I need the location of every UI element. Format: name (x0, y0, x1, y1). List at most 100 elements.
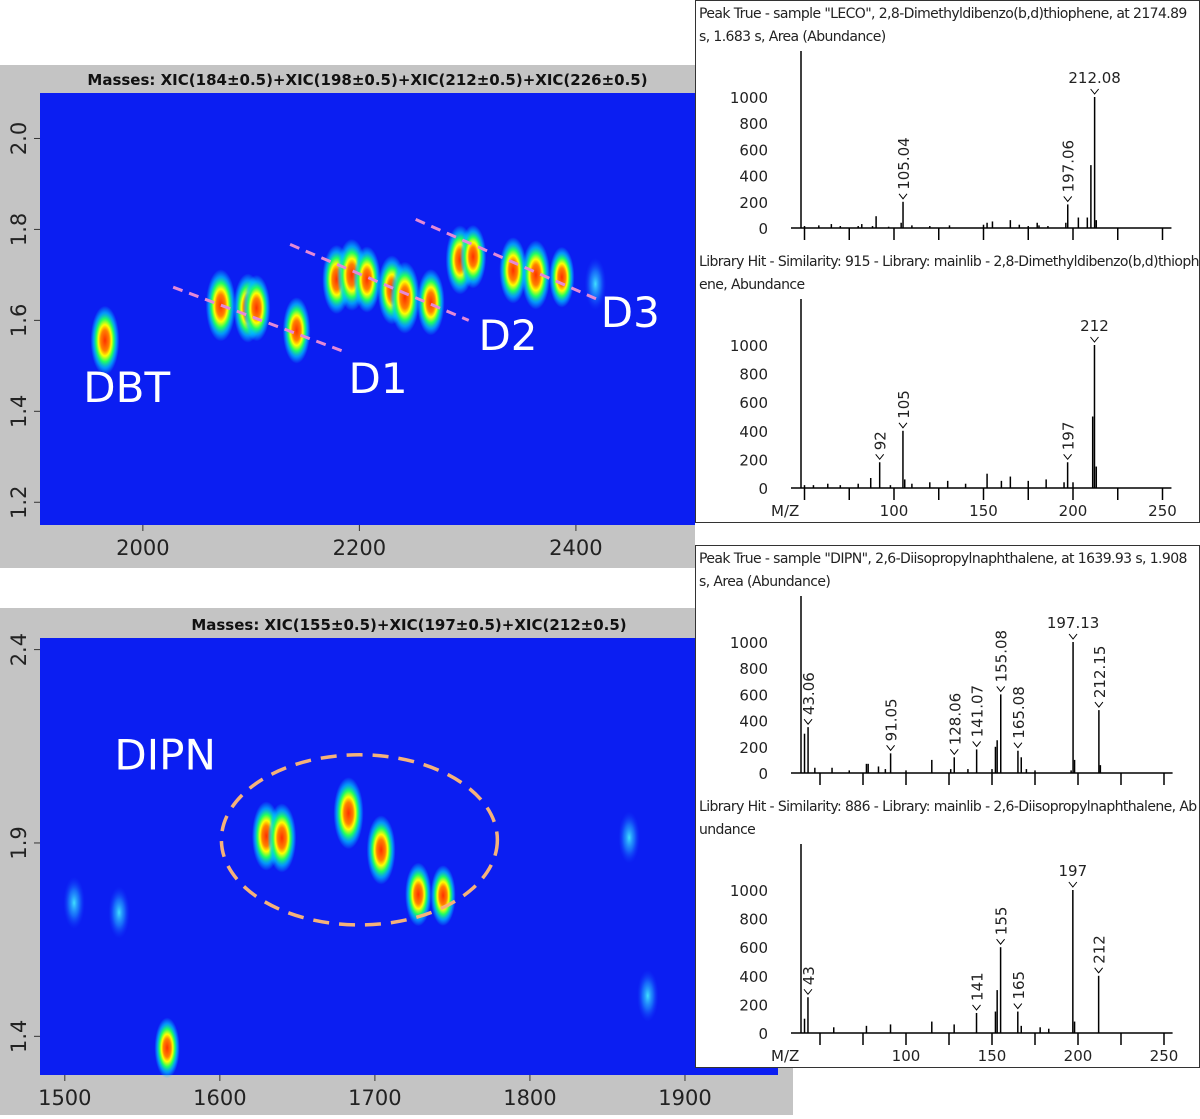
peak-blob (108, 886, 130, 939)
y-tick-label: 200 (739, 451, 768, 469)
annotation-label: DIPN (114, 730, 215, 779)
peak-label: 155.08 (993, 630, 1011, 683)
y-tick-label: 400 (739, 168, 768, 186)
peak-marker (996, 938, 1005, 946)
x-tick-label: 150 (969, 502, 998, 520)
peak-blob (205, 269, 236, 342)
y-tick-label: 1000 (730, 89, 768, 107)
peak-blob (242, 274, 271, 342)
x-tick-label: 1600 (193, 1086, 246, 1110)
x-tick-label: 1700 (348, 1086, 401, 1110)
peak-marker (803, 718, 813, 725)
y-tick-label: 200 (739, 739, 768, 757)
peak-marker (1094, 701, 1104, 708)
highlight-ellipse (219, 753, 500, 927)
peak-label: 141.07 (969, 685, 987, 738)
annotation-label: D1 (349, 354, 408, 403)
peak-label: 43.06 (800, 672, 818, 715)
peak-blob (389, 261, 420, 334)
spectrum-box-dipn: Peak True - sample "DIPN", 2,6-Diisoprop… (695, 545, 1200, 1068)
peak-blob (636, 969, 659, 1022)
peak-marker (1068, 633, 1078, 640)
library-spectrum-title: Library Hit - Similarity: 886 - Library:… (699, 799, 1197, 838)
peak-marker (898, 193, 908, 200)
peak-label: 197 (1059, 862, 1088, 880)
peak-label: 43 (800, 966, 818, 985)
peak-blob (267, 803, 297, 873)
library-spectrum-title: Library Hit - Similarity: 915 - Library:… (699, 254, 1200, 293)
y-tick-label: 1000 (730, 337, 768, 355)
y-tick-label: 400 (739, 713, 768, 731)
peak-blob (417, 268, 445, 336)
y-tick-label: 1.9 (7, 826, 31, 859)
x-tick-label: 2200 (333, 536, 386, 560)
peak-label: 91.05 (883, 698, 901, 741)
heatmap-chart-dipn: Masses: XIC(155±0.5)+XIC(197±0.5)+XIC(21… (7, 616, 778, 1110)
y-tick-label: 400 (739, 968, 768, 986)
peak-label: 105 (895, 390, 913, 419)
y-tick-label: 600 (739, 141, 768, 159)
peak-marker (972, 741, 982, 748)
plot-area (40, 638, 778, 1075)
annotation-label: D2 (478, 311, 537, 360)
peak-label: 197.06 (1060, 140, 1078, 193)
peak-label: 165.08 (1010, 686, 1028, 739)
x-tick-label: 2400 (549, 536, 602, 560)
spectra-dbt: 0 200 400 600 800 1000 105.04 197.06 212.08 0 200 4… (730, 51, 1177, 520)
chart-title: Masses: XIC(184±0.5)+XIC(198±0.5)+XIC(21… (87, 71, 647, 89)
x-axis-label: M/Z (771, 1047, 799, 1065)
y-tick-label: 1.6 (7, 304, 31, 337)
peak-blob (90, 305, 120, 375)
x-tick-label: 2000 (116, 536, 169, 560)
x-tick-label: 100 (892, 1047, 921, 1065)
peak-marker (1063, 453, 1073, 461)
peak-label: 165 (1010, 971, 1028, 1000)
peak-label: 212 (1091, 935, 1109, 964)
peak-label: 92 (872, 431, 890, 450)
peak-label: 141 (969, 972, 987, 1001)
peak-label: 197.13 (1047, 614, 1100, 632)
peak-blob (353, 246, 381, 313)
peak-marker (996, 686, 1006, 693)
peak-marker (875, 453, 885, 461)
y-tick-label: 2.0 (7, 122, 31, 155)
peak-blob (282, 297, 311, 364)
y-tick-label: 0 (758, 480, 768, 498)
x-tick-label: 1800 (503, 1086, 556, 1110)
peak-label: 105.04 (895, 137, 913, 190)
y-tick-label: 1.2 (7, 486, 31, 519)
y-tick-label: 200 (739, 996, 768, 1014)
y-tick-label: 200 (739, 194, 768, 212)
peak-blob (430, 865, 456, 926)
peak-blob (366, 815, 396, 885)
heatmap-chart-dbt: Masses: XIC(184±0.5)+XIC(198±0.5)+XIC(21… (7, 71, 695, 560)
peak-marker (949, 748, 959, 756)
peak-marker (898, 422, 908, 429)
sample-spectrum-title: Peak True - sample "DIPN", 2,6-Diisoprop… (699, 551, 1191, 590)
x-tick-label: 100 (880, 502, 909, 520)
x-tick-label: 1900 (658, 1086, 711, 1110)
peak-label: 197 (1060, 422, 1078, 451)
trend-line-d2 (289, 243, 470, 322)
peak-blob (499, 237, 527, 304)
x-tick-label: 150 (978, 1047, 1007, 1065)
peak-blob (63, 876, 85, 930)
x-tick-label: 1500 (38, 1086, 91, 1110)
y-tick-label: 800 (739, 115, 768, 133)
peak-label: 212 (1080, 317, 1109, 335)
x-axis-label: M/Z (771, 502, 799, 520)
y-tick-label: 1.4 (7, 395, 31, 428)
y-tick-label: 0 (758, 765, 768, 783)
peak-marker (1013, 1003, 1023, 1010)
peak-blob (154, 1017, 180, 1079)
annotation-label: D3 (601, 288, 660, 337)
peak-blob (618, 811, 640, 864)
y-tick-label: 1000 (730, 882, 768, 900)
peak-blob (459, 224, 487, 289)
y-tick-label: 2.4 (7, 633, 31, 666)
annotation-label: DBT (83, 363, 170, 412)
x-tick-label: 200 (1064, 1047, 1093, 1065)
peak-label: 128.06 (946, 693, 964, 746)
peak-marker (886, 745, 895, 752)
